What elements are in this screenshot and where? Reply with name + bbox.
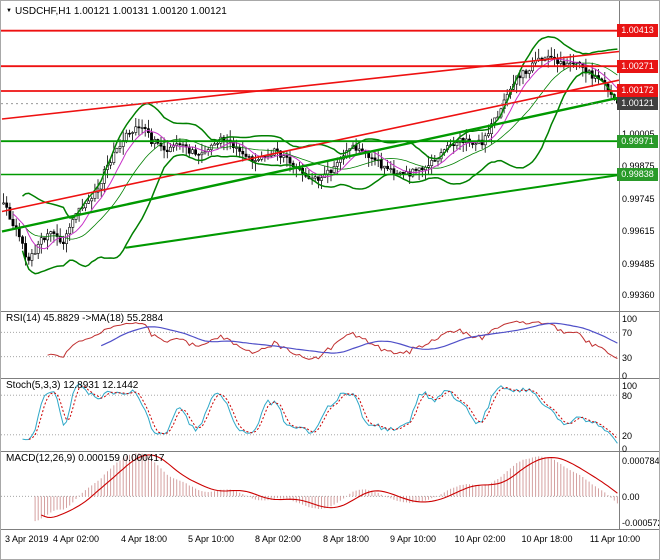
time-axis-label: 8 Apr 02:00 [254, 534, 302, 544]
support-level-badge-1: 0.99971 [617, 135, 658, 148]
current-price-badge: 1.00121 [617, 97, 658, 110]
time-axis-label: 10 Apr 18:00 [521, 534, 573, 544]
rsi-indicator-label: RSI(14) 45.8829 ->MA(18) 55.2884 [6, 313, 164, 324]
axis-tick-label: 100 [622, 381, 638, 391]
axis-tick-label: -0.000572 [622, 518, 660, 528]
axis-tick-label: 0.000784 [622, 456, 660, 466]
time-axis-label: 9 Apr 10:00 [389, 534, 437, 544]
stochastic-indicator-label: Stoch(5,3,3) 12.8931 12.1442 [6, 380, 139, 391]
axis-tick-label: 0.99745 [622, 194, 655, 204]
time-axis-label: 3 Apr 2019 [5, 534, 49, 544]
axis-tick-label: 0 [622, 444, 628, 454]
time-axis: 3 Apr 2019 4 Apr 02:00 4 Apr 18:00 5 Apr 10… [1, 532, 659, 548]
time-axis-label: 8 Apr 18:00 [322, 534, 370, 544]
chart-title-text: USDCHF,H1 1.00121 1.00131 1.00120 1.0012… [14, 6, 227, 17]
resistance-level-badge-1: 1.00413 [617, 24, 658, 37]
axis-tick-label: 1.00005 [622, 129, 655, 139]
axis-tick-label: 80 [622, 391, 633, 401]
symbol-marker-icon: ▼ [6, 8, 12, 14]
macd-indicator-label: MACD(12,26,9) 0.000159 0.000417 [6, 453, 165, 464]
time-axis-label: 11 Apr 10:00 [589, 534, 641, 544]
resistance-level-badge-2: 1.00271 [617, 60, 658, 73]
time-axis-label: 10 Apr 02:00 [454, 534, 506, 544]
axis-tick-label: 0.99615 [622, 226, 655, 236]
axis-tick-label: 0.99360 [622, 290, 655, 300]
support-level-badge-2: 0.99838 [617, 168, 658, 181]
axis-tick-label: 0.99485 [622, 259, 655, 269]
axis-tick-label: 0 [622, 371, 628, 381]
price-axis: 1.00005 0.99875 0.99745 0.99615 0.99485 0.993… [622, 1, 660, 559]
resistance-level-badge-3: 1.00172 [617, 84, 658, 97]
time-axis-label: 5 Apr 10:00 [187, 534, 235, 544]
axis-tick-label: 100 [622, 314, 638, 324]
axis-tick-label: 70 [622, 328, 633, 338]
time-axis-label: 4 Apr 02:00 [52, 534, 100, 544]
chart-title: ▼ USDCHF,H1 1.00121 1.00131 1.00120 1.001… [6, 6, 227, 17]
axis-tick-label: 20 [622, 431, 633, 441]
axis-tick-label: 0.00 [622, 492, 640, 502]
axis-tick-label: 0.99875 [622, 161, 655, 171]
axis-tick-label: 30 [622, 353, 633, 363]
time-axis-label: 4 Apr 18:00 [120, 534, 168, 544]
